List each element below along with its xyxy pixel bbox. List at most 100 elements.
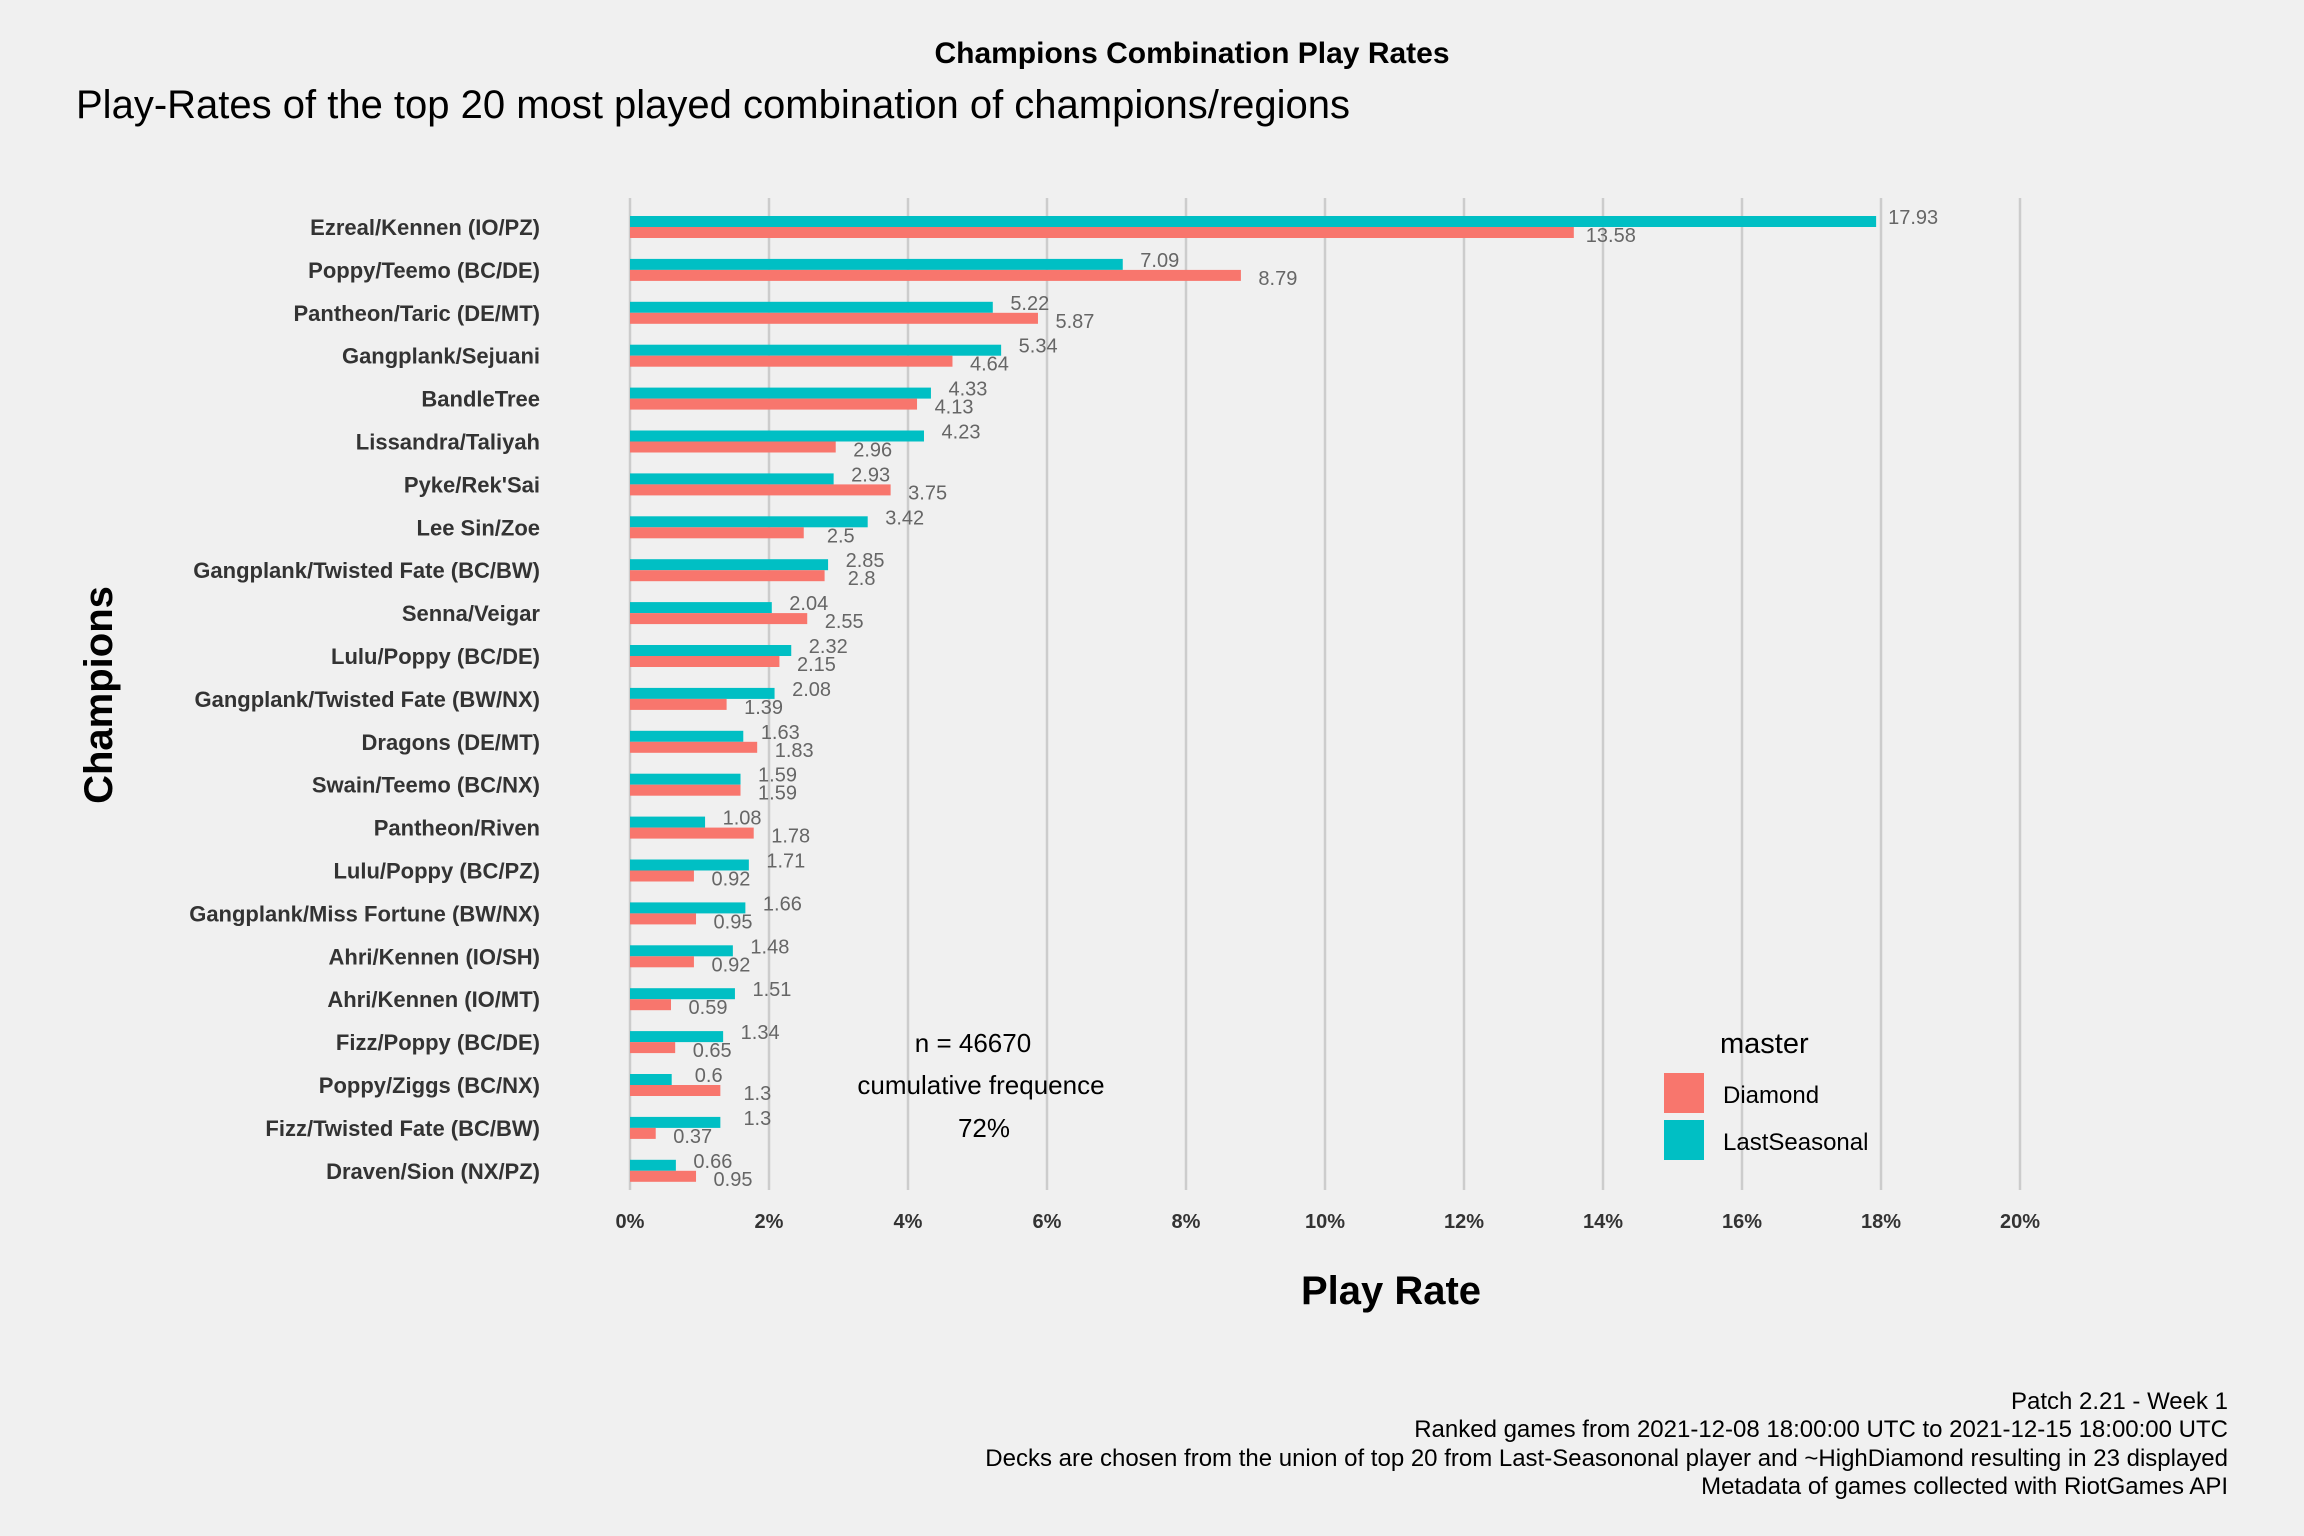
category-label: Swain/Teemo (BC/NX) [312, 773, 540, 798]
category-label: BandleTree [421, 387, 540, 412]
x-tick-label: 16% [1722, 1211, 1762, 1233]
x-axis-label: Play Rate [1301, 1269, 1481, 1313]
value-label-diamond: 2.55 [825, 611, 864, 633]
value-label-lastseasonal: 1.63 [761, 722, 800, 744]
bar-diamond [630, 227, 1574, 238]
bar-diamond [630, 484, 891, 496]
value-label-diamond: 0.95 [714, 911, 753, 933]
value-label-lastseasonal: 1.66 [763, 893, 802, 915]
category-label: Ezreal/Kennen (IO/PZ) [310, 215, 540, 240]
value-label-diamond: 4.13 [935, 397, 974, 419]
value-label-diamond: 0.65 [693, 1040, 732, 1062]
value-label-diamond: 4.64 [970, 354, 1009, 376]
bar-diamond [630, 656, 780, 667]
caption-line: Decks are chosen from the union of top 2… [985, 1445, 2228, 1472]
bar-lastseasonal [630, 773, 741, 785]
value-label-diamond: 2.8 [848, 568, 876, 590]
value-label-lastseasonal: 4.23 [942, 422, 981, 444]
bar-diamond [630, 956, 694, 968]
value-label-diamond: 2.15 [797, 654, 836, 676]
bar-diamond [630, 698, 727, 710]
value-label-lastseasonal: 1.51 [752, 979, 791, 1001]
value-label-diamond: 1.3 [743, 1083, 771, 1105]
category-label: Gangplank/Twisted Fate (BC/BW) [193, 558, 540, 583]
legend-swatch-lastseasonal [1664, 1120, 1704, 1160]
value-label-lastseasonal: 5.34 [1019, 336, 1058, 358]
value-label-diamond: 0.92 [711, 954, 750, 976]
value-label-lastseasonal: 7.09 [1140, 250, 1179, 272]
chart-subtitle: Play-Rates of the top 20 most played com… [76, 83, 1350, 127]
annotation-cumulative-label: cumulative frequence [857, 1070, 1104, 1100]
category-label: Dragons (DE/MT) [362, 730, 540, 755]
legend: master Diamond LastSeasonal [1664, 1028, 1868, 1160]
bars [630, 216, 1877, 1182]
bar-diamond [630, 784, 741, 796]
bar-lastseasonal [630, 816, 706, 828]
bar-diamond [630, 1170, 697, 1182]
category-label: Poppy/Ziggs (BC/NX) [319, 1073, 540, 1098]
category-label: Ahri/Kennen (IO/SH) [329, 944, 540, 969]
bar-lastseasonal [630, 645, 792, 656]
category-label: Gangplank/Sejuani [342, 344, 540, 369]
value-label-diamond: 0.37 [673, 1126, 712, 1148]
bar-diamond [630, 1042, 676, 1054]
legend-label-diamond: Diamond [1723, 1082, 1819, 1109]
value-label-lastseasonal: 1.3 [743, 1108, 771, 1130]
category-label: Pantheon/Riven [374, 816, 540, 841]
value-label-diamond: 1.39 [744, 697, 783, 719]
category-label: Draven/Sion (NX/PZ) [326, 1159, 540, 1184]
bar-diamond [630, 1127, 656, 1139]
bar-lastseasonal [630, 602, 772, 614]
category-label: Poppy/Teemo (BC/DE) [308, 258, 540, 283]
caption-line: Ranked games from 2021-12-08 18:00:00 UT… [1414, 1416, 2228, 1443]
bar-lastseasonal [630, 559, 829, 571]
value-label-lastseasonal: 0.66 [693, 1151, 732, 1173]
bar-diamond [630, 312, 1038, 324]
bar-lastseasonal [630, 216, 1877, 227]
value-label-lastseasonal: 4.33 [948, 379, 987, 401]
category-label: Lulu/Poppy (BC/PZ) [333, 859, 540, 884]
value-label-lastseasonal: 1.48 [750, 936, 789, 958]
x-tick-label: 14% [1583, 1211, 1623, 1233]
x-tick-label: 20% [2000, 1211, 2040, 1233]
bar-lastseasonal [630, 730, 744, 742]
value-label-diamond: 0.95 [714, 1169, 753, 1191]
value-label-lastseasonal: 3.42 [885, 507, 924, 529]
bar-diamond [630, 269, 1241, 281]
category-label: Gangplank/Miss Fortune (BW/NX) [189, 901, 540, 926]
x-tick-label: 0% [616, 1211, 645, 1233]
category-label: Lulu/Poppy (BC/DE) [331, 644, 540, 669]
bar-lastseasonal [630, 258, 1123, 270]
bar-lastseasonal [630, 301, 993, 313]
legend-title: master [1720, 1028, 1809, 1060]
value-label-lastseasonal: 1.59 [758, 765, 797, 787]
value-label-lastseasonal: 2.08 [792, 679, 831, 701]
value-label-lastseasonal: 1.08 [723, 808, 762, 830]
bar-diamond [630, 1085, 721, 1096]
caption-line: Metadata of games collected with RiotGam… [1701, 1473, 2228, 1500]
bar-diamond [630, 913, 697, 925]
value-label-diamond: 2.96 [853, 440, 892, 462]
bar-lastseasonal [630, 988, 735, 1000]
category-label: Pyke/Rek'Sai [404, 472, 540, 497]
category-label: Fizz/Poppy (BC/DE) [336, 1030, 540, 1055]
value-label-diamond: 1.83 [775, 740, 814, 762]
bar-lastseasonal [630, 687, 775, 699]
value-label-diamond: 0.59 [689, 997, 728, 1019]
value-label-diamond: 3.75 [908, 482, 947, 504]
bar-lastseasonal [630, 859, 749, 871]
bar-lastseasonal [630, 344, 1002, 356]
bar-lastseasonal [630, 902, 746, 914]
bar-lastseasonal [630, 1031, 724, 1043]
bar-diamond [630, 570, 825, 582]
bar-diamond [630, 527, 804, 539]
bar-lastseasonal [630, 1074, 672, 1085]
chart-title: Champions Combination Play Rates [934, 37, 1449, 70]
value-label-lastseasonal: 2.32 [809, 636, 848, 658]
value-label-lastseasonal: 1.34 [741, 1022, 780, 1044]
category-label: Senna/Veigar [402, 601, 541, 626]
bar-lastseasonal [630, 1116, 721, 1128]
category-labels: Ezreal/Kennen (IO/PZ) Poppy/Teemo (BC/DE)… [189, 215, 540, 1184]
value-label-diamond: 8.79 [1258, 268, 1297, 290]
value-label-diamond: 2.5 [827, 525, 855, 547]
